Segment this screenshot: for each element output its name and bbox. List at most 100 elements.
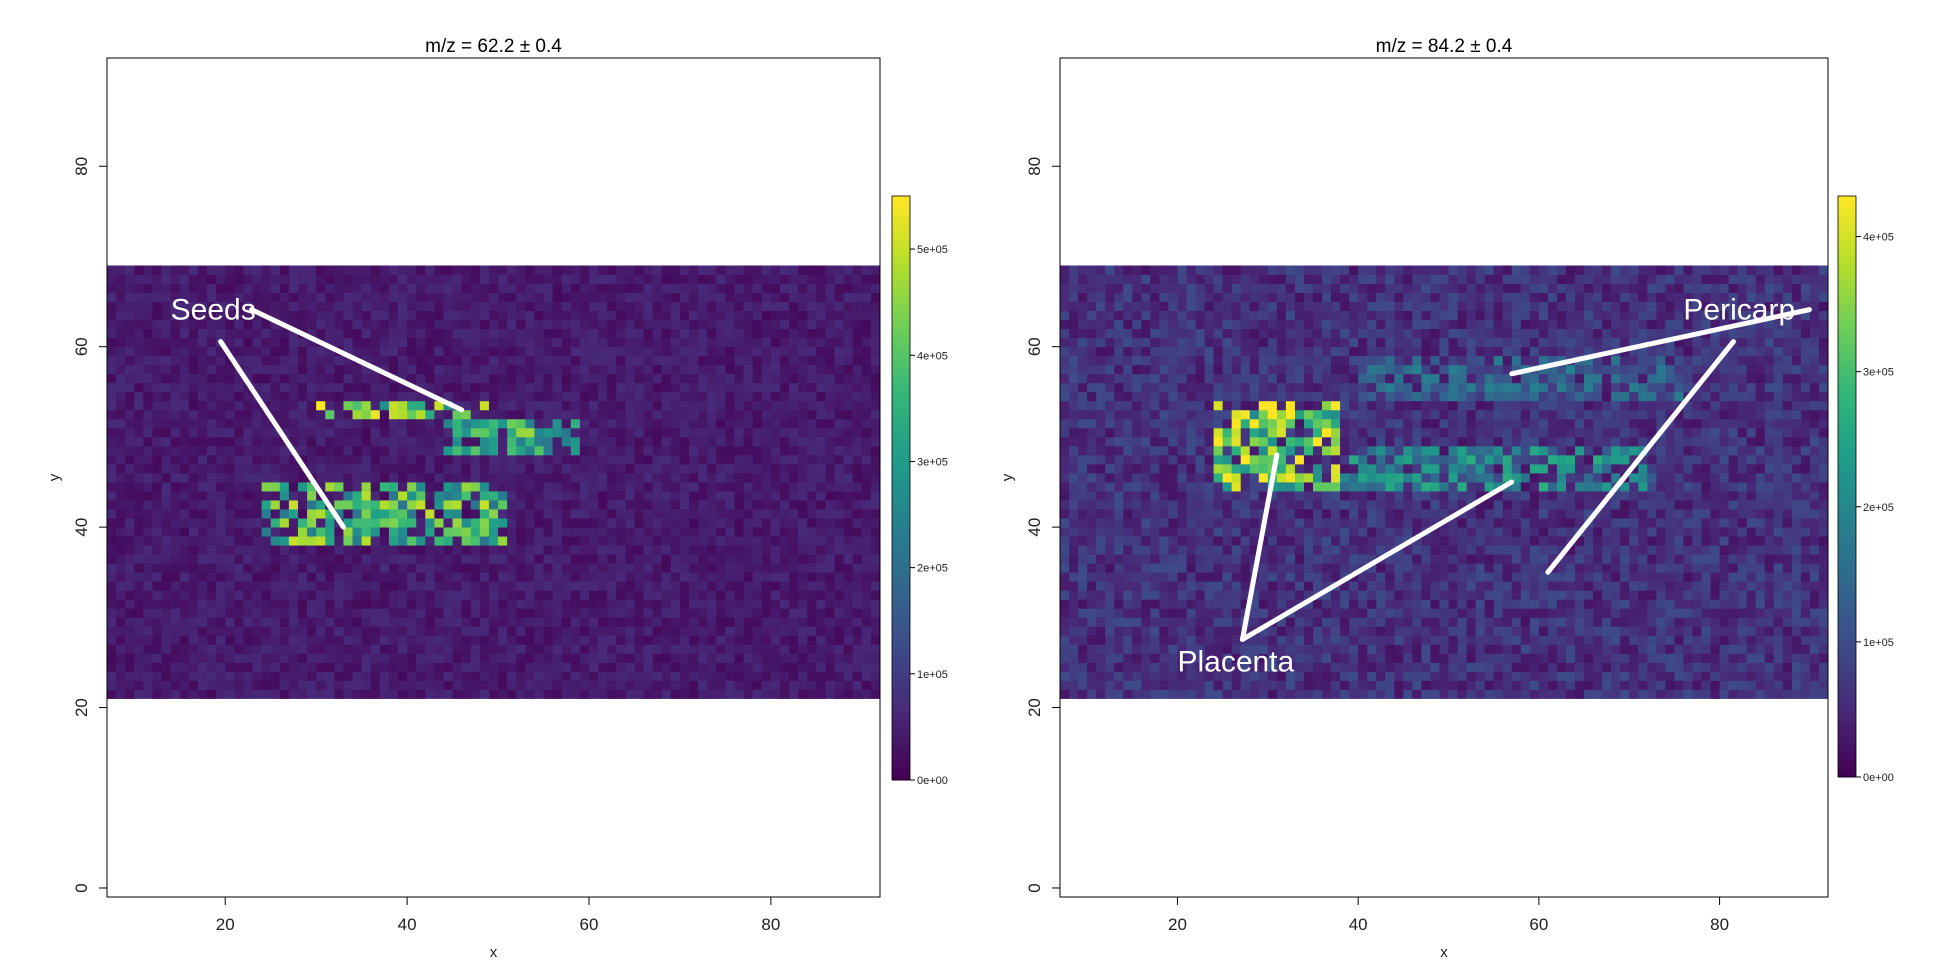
heatmap-cell	[498, 283, 508, 293]
heatmap-cell	[270, 626, 281, 636]
heatmap-cell	[361, 283, 372, 293]
heatmap-cell	[616, 364, 626, 375]
colorbar-step	[892, 526, 910, 533]
heatmap-cell	[779, 391, 790, 402]
heatmap-cell	[579, 554, 590, 564]
heatmap-cell	[789, 536, 799, 546]
heatmap-cell	[179, 328, 190, 339]
heatmap-cell	[798, 472, 808, 483]
heatmap-cell	[725, 671, 735, 681]
heatmap-cell	[634, 644, 644, 654]
heatmap-cell	[752, 265, 763, 275]
heatmap-cell	[661, 644, 672, 654]
heatmap-cell	[625, 391, 635, 402]
heatmap-cell	[343, 454, 353, 465]
heatmap-cell	[1159, 319, 1169, 330]
heatmap-cell	[661, 472, 672, 483]
heatmap-cell	[1150, 689, 1160, 699]
heatmap-cell	[725, 536, 735, 546]
heatmap-cell	[1168, 391, 1178, 402]
heatmap-cell	[679, 662, 690, 672]
heatmap-cell	[216, 292, 226, 302]
heatmap-cell	[261, 346, 272, 357]
heatmap-cell	[870, 671, 881, 681]
heatmap-cell	[288, 509, 299, 519]
heatmap-cell	[807, 500, 817, 510]
heatmap-cell	[479, 328, 490, 339]
heatmap-cell	[1132, 635, 1142, 645]
heatmap-cell	[398, 283, 408, 293]
heatmap-cell	[1159, 482, 1169, 492]
heatmap-cell	[352, 427, 363, 438]
heatmap-cell	[670, 310, 681, 321]
heatmap-cell	[779, 355, 790, 366]
heatmap-cell	[370, 265, 381, 275]
heatmap-cell	[161, 563, 172, 573]
heatmap-cell	[1060, 671, 1070, 681]
heatmap-cell	[1105, 346, 1115, 357]
heatmap-cell	[488, 680, 499, 690]
heatmap-cell	[234, 445, 244, 456]
heatmap-cell	[516, 545, 526, 555]
heatmap-cell	[1060, 482, 1070, 492]
heatmap-cell	[316, 518, 326, 528]
heatmap-cell	[179, 382, 190, 393]
heatmap-cell	[379, 445, 390, 456]
heatmap-cell	[570, 482, 581, 492]
heatmap-cell	[243, 482, 253, 492]
heatmap-cell	[579, 536, 590, 546]
heatmap-cell	[789, 572, 799, 582]
heatmap-cell	[561, 689, 572, 699]
heatmap-cell	[216, 373, 226, 384]
heatmap-cell	[816, 418, 826, 429]
heatmap-cell	[1168, 599, 1178, 609]
heatmap-cell	[843, 545, 854, 555]
heatmap-cell	[379, 644, 390, 654]
heatmap-cell	[425, 463, 435, 474]
heatmap-cell	[807, 635, 817, 645]
heatmap-cell	[307, 491, 317, 501]
heatmap-cell	[552, 337, 563, 348]
colorbar-step	[892, 371, 910, 377]
heatmap-cell	[534, 545, 544, 555]
heatmap-cell	[325, 680, 335, 690]
heatmap-cell	[388, 554, 399, 564]
heatmap-cell	[516, 653, 526, 663]
heatmap-cell	[288, 554, 299, 564]
heatmap-cell	[598, 373, 608, 384]
heatmap-cell	[861, 364, 872, 375]
heatmap-cell	[225, 590, 235, 600]
heatmap-cell	[107, 463, 117, 474]
heatmap-cell	[579, 545, 590, 555]
heatmap-cell	[207, 590, 217, 600]
heatmap-cell	[679, 572, 690, 582]
heatmap-cell	[1141, 500, 1151, 510]
heatmap-cell	[616, 671, 626, 681]
heatmap-cell	[543, 671, 554, 681]
heatmap-cell	[1069, 373, 1079, 384]
heatmap-cell	[1114, 680, 1124, 690]
heatmap-cell	[1123, 545, 1133, 555]
heatmap-cell	[861, 563, 872, 573]
heatmap-cell	[1105, 409, 1115, 420]
heatmap-cell	[1186, 364, 1196, 375]
heatmap-cell	[234, 626, 244, 636]
heatmap-cell	[297, 635, 308, 645]
heatmap-cell	[1096, 599, 1106, 609]
heatmap-cell	[1096, 409, 1106, 420]
heatmap-cell	[689, 599, 699, 609]
heatmap-cell	[388, 536, 399, 546]
heatmap-cell	[607, 364, 617, 375]
heatmap-cell	[1159, 274, 1169, 284]
heatmap-cell	[343, 599, 353, 609]
heatmap-cell	[534, 301, 544, 312]
heatmap-cell	[516, 301, 526, 312]
heatmap-cell	[807, 436, 817, 447]
heatmap-cell	[870, 355, 881, 366]
heatmap-cell	[1096, 445, 1106, 456]
heatmap-cell	[725, 518, 735, 528]
heatmap-cell	[807, 373, 817, 384]
heatmap-cell	[552, 518, 563, 528]
heatmap-cell	[752, 644, 763, 654]
heatmap-cell	[579, 482, 590, 492]
